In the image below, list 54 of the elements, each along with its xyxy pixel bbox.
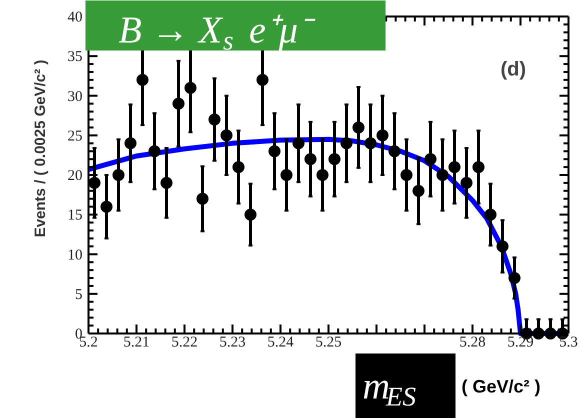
point <box>316 169 328 181</box>
point <box>496 240 508 252</box>
x-tick-label: 5.29 <box>507 334 534 350</box>
point <box>148 145 160 158</box>
point <box>268 145 280 158</box>
annotation: (d) <box>500 58 526 80</box>
point <box>112 169 124 181</box>
point <box>292 137 304 150</box>
point <box>376 129 388 142</box>
point <box>508 272 520 284</box>
x-tick-label: 5.23 <box>219 334 246 350</box>
point <box>124 137 136 150</box>
y-tick-label: 10 <box>68 247 82 264</box>
point <box>280 169 292 181</box>
y-tick-label: 25 <box>68 128 82 144</box>
point <box>100 200 112 213</box>
point <box>352 121 364 134</box>
y-tick-label: 40 <box>68 10 82 26</box>
point <box>88 176 100 189</box>
point <box>328 153 340 166</box>
point <box>208 114 220 126</box>
point <box>364 137 376 150</box>
x-tick-label: 5.28 <box>459 334 486 350</box>
point <box>232 161 244 174</box>
x-tick-label: 5.22 <box>171 334 198 350</box>
point <box>160 176 172 189</box>
y-tick-label: 20 <box>68 168 82 184</box>
point <box>388 145 400 158</box>
point <box>244 208 256 221</box>
x-tick-label: 5.3 <box>559 334 578 350</box>
y-tick-label: 5 <box>75 286 82 303</box>
point <box>424 153 436 166</box>
point <box>136 74 148 86</box>
point <box>172 98 184 110</box>
point <box>220 129 232 142</box>
point <box>484 208 496 221</box>
y-tick-label: 35 <box>68 49 82 66</box>
point <box>400 169 412 181</box>
x-tick-label: 5.21 <box>123 334 150 350</box>
point <box>448 161 460 174</box>
point <box>412 184 424 197</box>
x-tick-label: 5.25 <box>315 334 342 350</box>
point <box>304 153 316 166</box>
y-axis-title: Events / ( 0.0025 GeV/c² ) <box>32 60 49 238</box>
point <box>184 82 196 94</box>
point <box>196 192 208 205</box>
point <box>472 161 484 174</box>
y-tick-label: 30 <box>68 88 82 105</box>
point <box>436 169 448 181</box>
point <box>340 137 352 150</box>
x-tick-label: 5.24 <box>267 334 294 350</box>
point <box>256 74 268 86</box>
point <box>460 176 472 189</box>
y-tick-label: 15 <box>68 208 82 224</box>
